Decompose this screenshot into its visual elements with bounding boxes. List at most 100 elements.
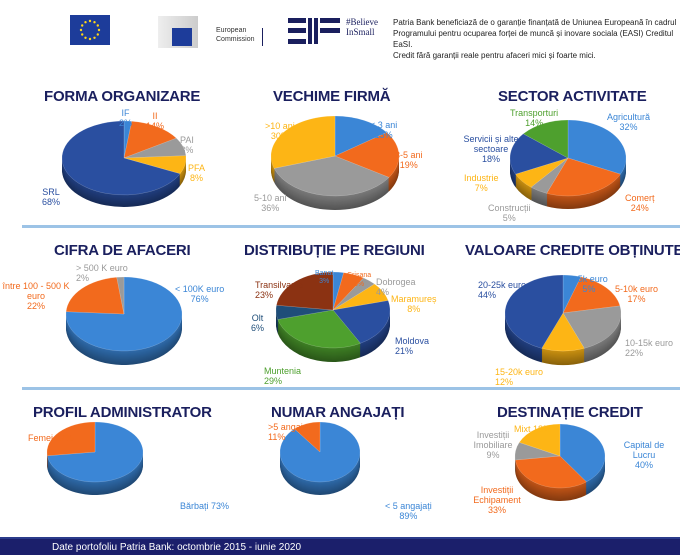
pie-chart — [270, 115, 400, 211]
european-commission-logo: European Commission — [158, 16, 268, 48]
slice-label: IF 2% — [119, 108, 133, 128]
slice-label: Dobrogea 4% — [376, 277, 416, 297]
slice-label: Investiții Imobiliare 9% — [473, 430, 513, 460]
pie-slice — [65, 277, 125, 315]
slice-label: < 5k euro 5% — [570, 274, 608, 294]
footer-bar: Date portofoliu Patria Bank: octombrie 2… — [0, 537, 680, 555]
pie-chart — [65, 276, 183, 365]
slice-label: < 100K euro 76% — [175, 284, 225, 304]
pie-slice — [504, 274, 564, 349]
pie-chart — [279, 421, 361, 496]
eu-stars-icon — [79, 19, 101, 41]
chart-title-sector-activitate: SECTOR ACTIVITATE — [498, 88, 647, 105]
pie-slice — [530, 157, 569, 194]
slice-label: 10-15k euro 22% — [625, 338, 674, 358]
slice-label: >5 angajați 11% — [268, 422, 313, 442]
slice-label: II 14% — [146, 111, 165, 131]
pie-slice — [332, 277, 376, 311]
pie-slice — [273, 155, 390, 197]
pie-slice — [334, 132, 400, 178]
ec-logo-text: European — [216, 27, 247, 34]
chart-title-cifra-afaceri: CIFRA DE AFACERI — [54, 242, 191, 259]
slice-label: Agricultură 32% — [607, 112, 651, 132]
pie-slice — [541, 312, 585, 352]
pie-slice — [276, 271, 334, 311]
chart-title-valoare-credite: VALOARE CREDITE OBȚINUTE — [465, 242, 680, 259]
slice-label: < 3 ani 15% — [370, 120, 398, 140]
slice-label: Comerț 24% — [625, 193, 655, 213]
slice-label: Crișana 6% — [347, 272, 372, 288]
pie-slice — [270, 115, 336, 169]
pie-chart — [275, 271, 391, 362]
slice-label: >10 ani 30% — [265, 121, 295, 141]
slice-label: Transilvania 23% — [255, 280, 304, 300]
pie-slice — [294, 421, 321, 453]
chart-title-numar-angajati: NUMAR ANGAJAȚI — [271, 404, 405, 421]
slice-label: > 500 K euro 2% — [76, 263, 128, 283]
slice-label: < 5 angajați 89% — [385, 501, 432, 521]
pie-slice — [515, 455, 587, 489]
disclaimer-line: Patria Bank beneficiază de o garanție fi… — [393, 18, 677, 27]
slice-label: Mixt 18% — [514, 424, 552, 434]
chart-title-destinatie-credit: DESTINAȚIE CREDIT — [497, 404, 643, 421]
pie-slice — [123, 121, 177, 159]
pie-slice — [522, 119, 569, 159]
pie-slice — [332, 300, 391, 344]
slice-label: Bărbați 73% — [180, 501, 230, 511]
pie-slice — [559, 423, 606, 483]
slice-label: Capital de Lucru 40% — [623, 440, 665, 470]
pie-chart — [61, 120, 187, 207]
pie-slice — [562, 276, 621, 314]
slice-label: Industrie 7% — [464, 173, 499, 193]
pie-slice — [65, 276, 183, 352]
slice-label: Femei 27% — [28, 433, 74, 443]
pie-slice — [332, 283, 389, 311]
slice-label: PFA 8% — [188, 163, 206, 183]
pie-slice — [332, 272, 364, 311]
ec-logo-text: Commission — [216, 36, 255, 43]
slice-label: PAI 8% — [180, 135, 194, 155]
slice-label: 15-20k euro 12% — [495, 367, 544, 387]
section-divider — [22, 225, 680, 228]
pie-slice — [334, 115, 388, 157]
pie-slice — [275, 304, 334, 320]
chart-title-profil-administrator: PROFIL ADMINISTRATOR — [33, 404, 212, 421]
pie-slice — [546, 157, 621, 197]
eif-logo-text: #Believe — [346, 17, 378, 27]
slice-label: Servicii și alte sectoare 18% — [463, 134, 519, 164]
chart-title-vechime-firma: VECHIME FIRMĂ — [273, 88, 391, 105]
pie-slice — [46, 421, 96, 457]
slice-label: Transporturi 14% — [510, 108, 559, 128]
pie-slice — [509, 133, 569, 175]
pie-slice — [562, 305, 622, 349]
slice-label: Muntenia 29% — [264, 366, 302, 386]
section-divider — [22, 387, 680, 390]
disclaimer-line: Programului pentru ocuparea forței de mu… — [393, 29, 674, 49]
pie-slice — [123, 120, 133, 159]
pie-slice — [567, 119, 627, 175]
slice-label: 5-10 ani 36% — [254, 193, 287, 213]
pie-slice — [116, 276, 125, 315]
pie-slice — [123, 137, 187, 159]
pie-chart — [46, 421, 144, 496]
chart-title-forma-organizare: FORMA ORGANIZARE — [44, 88, 201, 105]
pie-slice — [514, 442, 561, 461]
slice-label: Construcții 5% — [488, 203, 531, 223]
pie-slice — [515, 157, 569, 188]
pie-chart — [509, 119, 627, 209]
pie-slice — [332, 271, 345, 311]
slice-label: între 100 - 500 K euro 22% — [2, 281, 70, 311]
footer-text: Date portofoliu Patria Bank: octombrie 2… — [52, 542, 302, 553]
chart-title-distributie-regiuni: DISTRIBUȚIE PE REGIUNI — [244, 242, 425, 259]
slice-label: Banat 3% — [315, 270, 334, 285]
eif-logo-text: InSmall — [346, 27, 375, 37]
pie-slice — [518, 423, 561, 457]
slice-label: Olt 6% — [251, 313, 265, 333]
slice-label: 3-5 ani 19% — [395, 150, 423, 170]
pie-chart — [504, 274, 622, 366]
slice-label: Maramureș 8% — [391, 294, 437, 314]
slice-label: Moldova 21% — [395, 336, 430, 356]
eu-flag-logo — [70, 15, 110, 45]
pie-slice — [123, 155, 187, 175]
